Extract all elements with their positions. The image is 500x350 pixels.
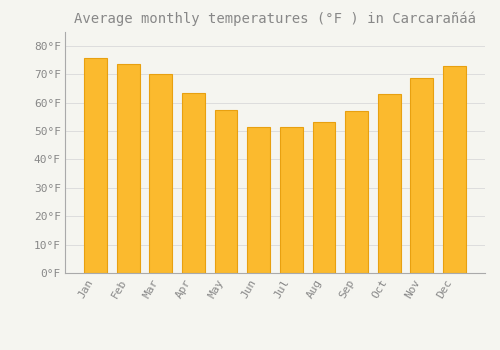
- Bar: [116, 64, 140, 273]
- Bar: [248, 127, 270, 273]
- Bar: [312, 122, 336, 273]
- Bar: [280, 127, 302, 273]
- Bar: [84, 58, 107, 273]
- Bar: [443, 65, 466, 273]
- Bar: [214, 110, 238, 273]
- Bar: [345, 111, 368, 273]
- Bar: [182, 93, 205, 273]
- Bar: [378, 94, 400, 273]
- Bar: [150, 74, 172, 273]
- Bar: [410, 78, 434, 273]
- Title: Average monthly temperatures (°F ) in Carcarañáá: Average monthly temperatures (°F ) in Ca…: [74, 12, 476, 26]
